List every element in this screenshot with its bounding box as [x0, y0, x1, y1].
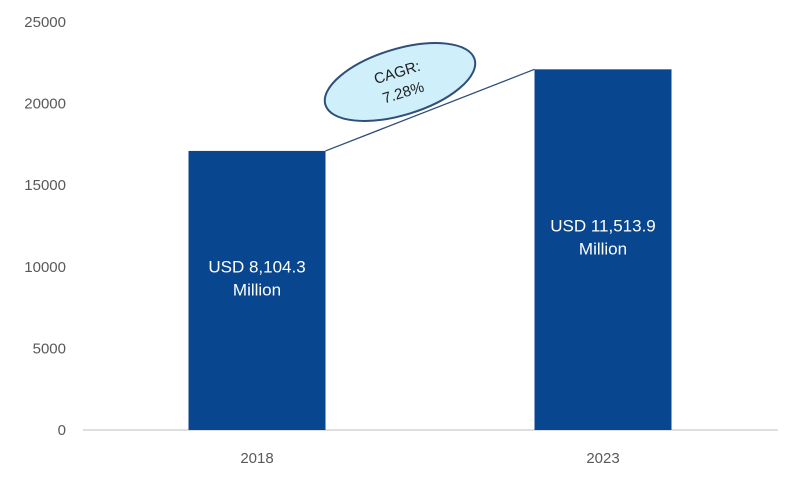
bar-data-label-2018-line-2: Million [233, 280, 281, 299]
y-axis-ticks: 0 5000 10000 15000 20000 25000 [24, 14, 66, 439]
cagr-callout: CAGR: 7.28% [323, 42, 477, 122]
x-category-label-2018: 2018 [240, 450, 273, 467]
y-tick-label-5000: 5000 [33, 340, 66, 357]
y-tick-label-10000: 10000 [24, 259, 66, 276]
cagr-callout-ellipse [323, 42, 477, 122]
bar-data-label-2023-line-2: Million [579, 240, 627, 259]
y-tick-label-15000: 15000 [24, 177, 66, 194]
bar-data-label-2018-line-1: USD 8,104.3 [208, 257, 305, 276]
y-tick-label-20000: 20000 [24, 96, 66, 113]
cagr-connector-line [325, 68, 535, 152]
y-tick-label-25000: 25000 [24, 14, 66, 31]
bars: USD 8,104.3 Million USD 11,513.9 Million [188, 69, 672, 431]
y-tick-label-0: 0 [58, 422, 66, 439]
bar-2023 [534, 69, 672, 430]
bar-2018 [188, 150, 326, 431]
bar-data-label-2023-line-1: USD 11,513.9 [550, 217, 656, 236]
x-axis-categories: 2018 2023 [240, 450, 619, 467]
x-category-label-2023: 2023 [586, 450, 619, 467]
